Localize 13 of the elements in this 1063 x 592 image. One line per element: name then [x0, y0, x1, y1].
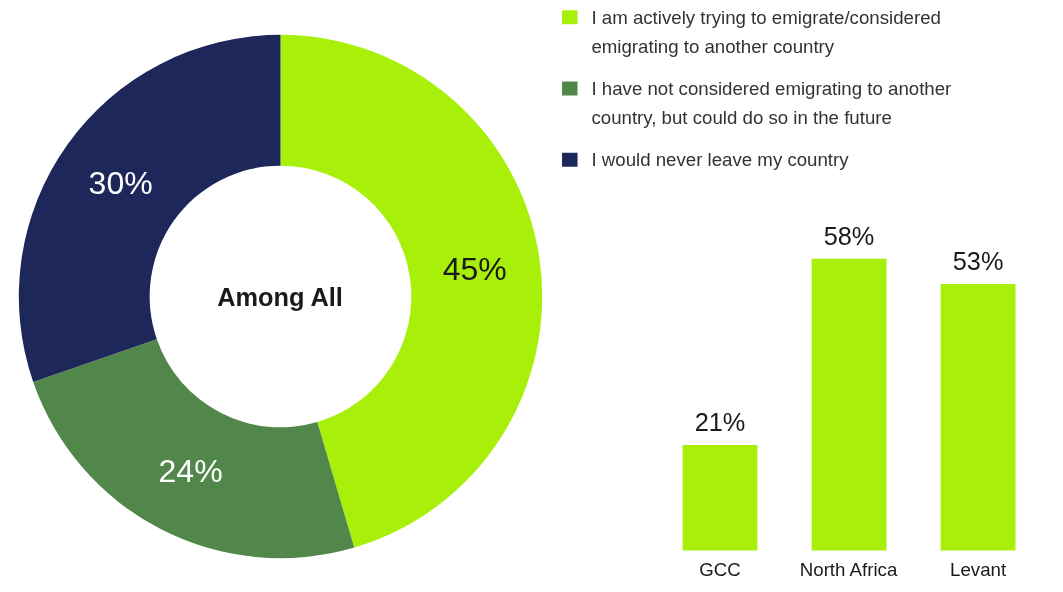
x-tick-label: GCC	[699, 559, 741, 581]
data-label: 45%	[442, 250, 507, 287]
data-label: 30%	[88, 164, 153, 201]
x-tick-label: North Africa	[799, 559, 898, 581]
data-label: 24%	[158, 453, 223, 490]
legend-label: I would never leave my country	[591, 149, 850, 171]
data-label: 58%	[823, 222, 875, 251]
data-label: 21%	[694, 408, 746, 437]
legend-label: I have not considered emigrating to another country, but could do so in the future	[591, 78, 952, 129]
text: Among All	[217, 282, 343, 311]
legend-label: I am actively trying to emigrate/considered emigrating to another country	[591, 6, 941, 58]
x-tick-label: Levant	[950, 559, 1007, 581]
data-label: 53%	[952, 247, 1004, 276]
